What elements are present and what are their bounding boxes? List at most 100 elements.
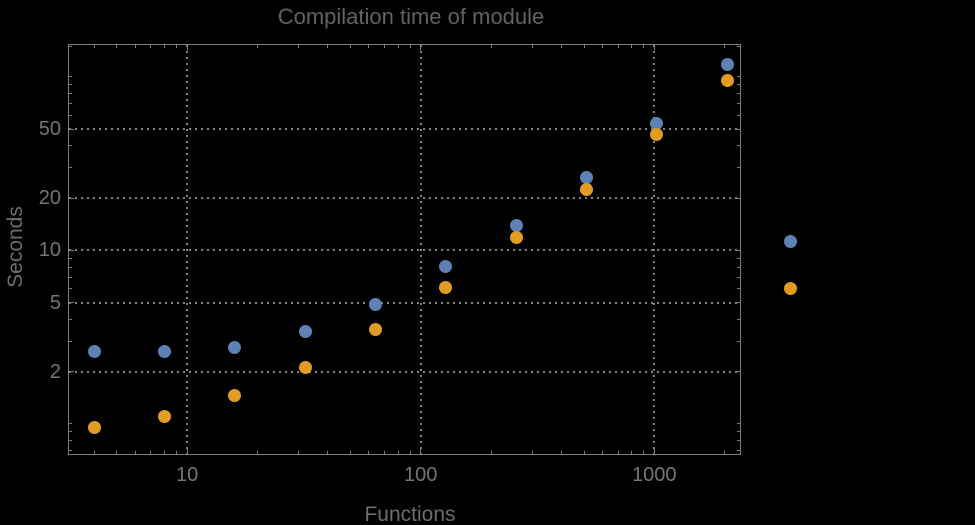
y-minor-tick <box>69 257 72 259</box>
x-minor-tick <box>643 45 645 48</box>
x-minor-tick <box>164 451 165 454</box>
legend-marker-series-2-orange <box>783 281 797 295</box>
legend-marker-series-1-blue <box>783 234 797 248</box>
y-major-tick <box>735 197 740 199</box>
y-minor-tick <box>69 84 72 86</box>
y-gridline <box>69 301 740 304</box>
x-minor-tick <box>531 45 533 48</box>
data-point-series-2-orange <box>368 322 382 336</box>
y-major-tick <box>69 371 74 373</box>
y-major-tick <box>735 371 740 373</box>
data-point-series-1-blue <box>650 116 664 130</box>
y-minor-tick <box>737 450 740 452</box>
x-minor-tick <box>327 451 329 454</box>
y-minor-tick <box>69 340 72 342</box>
y-tick-label: 2 <box>49 360 61 383</box>
y-minor-tick <box>69 145 72 147</box>
x-minor-tick <box>631 451 633 454</box>
y-minor-tick <box>737 266 740 268</box>
y-minor-tick <box>737 45 740 47</box>
x-minor-tick <box>490 451 492 454</box>
x-minor-tick <box>175 45 177 48</box>
y-minor-tick <box>69 318 72 320</box>
y-minor-tick <box>737 340 740 342</box>
y-minor-tick <box>737 288 740 290</box>
data-point-series-2-orange <box>228 389 242 403</box>
y-major-tick <box>69 302 74 304</box>
x-major-tick <box>186 45 188 50</box>
data-point-series-1-blue <box>720 58 734 72</box>
y-minor-tick <box>69 450 72 452</box>
y-major-tick <box>735 128 740 130</box>
x-major-tick <box>653 449 655 454</box>
y-gridline <box>69 249 740 252</box>
data-point-series-2-orange <box>720 73 734 87</box>
data-point-series-2-orange <box>158 410 171 424</box>
x-minor-tick <box>643 451 645 454</box>
x-minor-tick <box>327 45 329 48</box>
x-tick-label: 1000 <box>632 464 677 486</box>
y-minor-tick <box>69 288 72 290</box>
x-minor-tick <box>256 45 258 48</box>
y-minor-tick <box>737 431 740 433</box>
x-gridline <box>653 45 656 454</box>
y-major-tick <box>735 302 740 304</box>
data-point-series-2-orange <box>439 281 453 295</box>
x-minor-tick <box>175 451 177 454</box>
data-point-series-2-orange <box>298 361 312 375</box>
x-minor-tick <box>531 451 533 454</box>
y-minor-tick <box>737 114 740 116</box>
y-major-tick <box>735 249 740 251</box>
y-minor-tick <box>737 84 740 86</box>
x-minor-tick <box>164 45 165 48</box>
x-minor-tick <box>298 45 300 48</box>
y-minor-tick <box>737 103 740 105</box>
x-minor-tick <box>397 45 399 48</box>
x-minor-tick <box>384 451 386 454</box>
y-minor-tick <box>69 266 72 268</box>
y-minor-tick <box>69 276 72 278</box>
y-minor-tick <box>737 318 740 320</box>
y-minor-tick <box>737 76 740 78</box>
x-minor-tick <box>583 45 585 48</box>
y-minor-tick <box>69 167 72 169</box>
x-major-tick <box>420 449 422 454</box>
y-tick-label: 10 <box>38 239 61 262</box>
x-minor-tick <box>631 45 633 48</box>
data-point-series-2-orange <box>87 421 101 435</box>
x-major-tick <box>653 45 655 50</box>
x-minor-tick <box>349 45 351 48</box>
y-major-tick <box>69 197 74 199</box>
y-minor-tick <box>69 103 72 105</box>
x-minor-tick <box>368 45 370 48</box>
y-minor-tick <box>69 114 72 116</box>
x-minor-tick <box>560 451 562 454</box>
x-minor-tick <box>602 45 603 48</box>
x-minor-tick <box>724 451 726 454</box>
y-minor-tick <box>69 431 72 433</box>
x-minor-tick <box>490 45 492 48</box>
x-minor-tick <box>116 45 118 48</box>
y-minor-tick <box>737 440 740 442</box>
data-point-series-1-blue <box>509 218 523 232</box>
data-point-series-1-blue <box>439 259 453 273</box>
x-minor-tick <box>298 451 300 454</box>
x-minor-tick <box>116 451 118 454</box>
x-minor-tick <box>560 45 562 48</box>
x-minor-tick <box>617 451 619 454</box>
plot-frame <box>68 44 741 455</box>
chart-title: Compilation time of module <box>277 4 545 29</box>
x-minor-tick <box>602 451 603 454</box>
x-minor-tick <box>134 45 136 48</box>
y-minor-tick <box>69 440 72 442</box>
x-minor-tick <box>384 45 386 48</box>
data-point-series-1-blue <box>298 325 312 339</box>
y-minor-tick <box>737 276 740 278</box>
y-gridline <box>69 197 740 200</box>
x-tick-label: 10 <box>176 464 199 486</box>
y-minor-tick <box>737 93 740 95</box>
data-point-series-1-blue <box>228 341 242 355</box>
data-point-series-1-blue <box>368 297 382 311</box>
data-point-series-1-blue <box>579 170 593 184</box>
